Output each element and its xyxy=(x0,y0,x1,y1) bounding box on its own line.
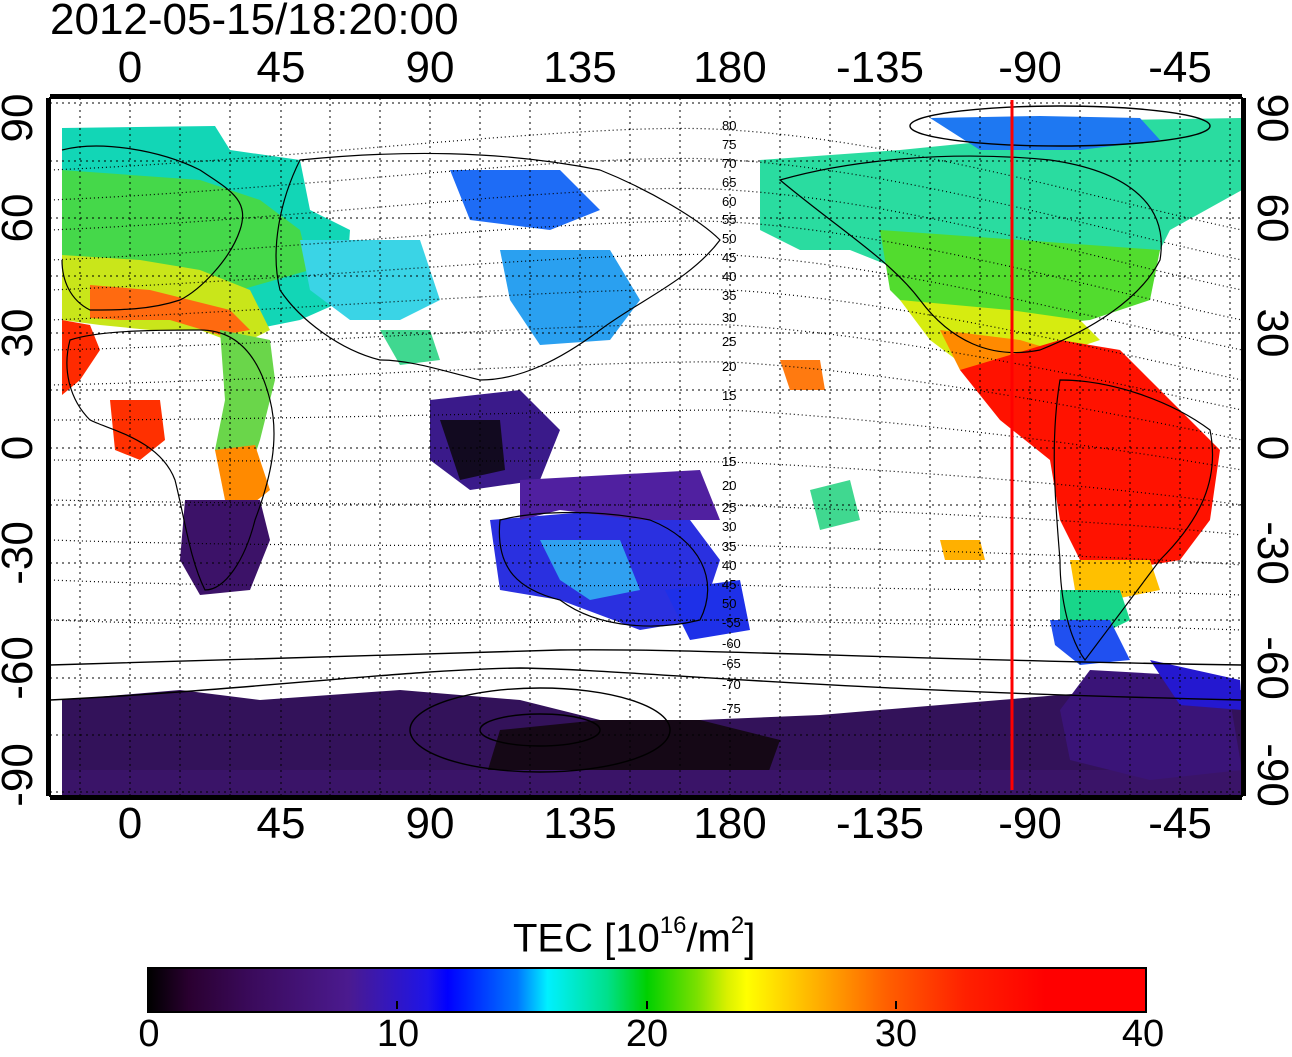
colorbar-tick xyxy=(895,1001,897,1009)
bottom-lon-label: 90 xyxy=(405,799,455,848)
contour-label: 15 xyxy=(722,454,736,469)
right-lat-label: -30 xyxy=(1248,521,1292,585)
top-lon-label: 0 xyxy=(117,43,143,92)
contour-label: 40 xyxy=(722,558,736,573)
timestamp-title: 2012-05-15/18:20:00 xyxy=(50,0,459,44)
coastlines xyxy=(61,145,1214,662)
colorbar-tick xyxy=(396,1001,398,1009)
colorbar-tick xyxy=(646,1001,648,1009)
contour-label: 35 xyxy=(722,539,736,554)
bottom-lon-label: 135 xyxy=(543,799,617,848)
magnetic-contours xyxy=(50,127,1242,631)
right-lat-label: 90 xyxy=(1248,93,1292,143)
colorbar-label: 30 xyxy=(874,1013,918,1055)
contour-label: 75 xyxy=(722,137,736,152)
contour-label: 50 xyxy=(722,231,736,246)
left-lat-label: 90 xyxy=(0,93,42,143)
contour-label: 55 xyxy=(722,212,736,227)
solid-contours xyxy=(50,105,1242,773)
contour-label: -55 xyxy=(722,615,741,630)
colorbar-label: 20 xyxy=(625,1013,669,1055)
top-lon-label: 180 xyxy=(693,43,767,92)
left-lat-label: -90 xyxy=(0,743,42,807)
top-lon-label: -90 xyxy=(998,43,1062,92)
top-lon-label: 90 xyxy=(405,43,455,92)
contour-label: 30 xyxy=(722,310,736,325)
contour-label: 20 xyxy=(722,359,736,374)
colorbar-title-exponent: 16 xyxy=(659,912,687,939)
right-lat-label: -60 xyxy=(1248,636,1292,700)
colorbar-label: 10 xyxy=(376,1013,420,1055)
colorbar-title: TEC [1016/m2] xyxy=(513,906,755,962)
top-lon-label: 135 xyxy=(543,43,617,92)
right-lat-label: 30 xyxy=(1248,308,1292,358)
contour-label: 60 xyxy=(722,194,736,209)
left-lat-label: -60 xyxy=(0,636,42,700)
colorbar-title-exponent2: 2 xyxy=(730,912,745,939)
right-lat-label: -90 xyxy=(1248,743,1292,807)
contour-label: 45 xyxy=(722,577,736,592)
right-lat-label: 60 xyxy=(1248,193,1292,243)
graticule xyxy=(50,98,1242,796)
contour-label: 50 xyxy=(722,596,736,611)
bottom-lon-label: -45 xyxy=(1148,799,1212,848)
contour-label: 25 xyxy=(722,500,736,515)
top-longitude-axis: 0 45 90 135 180 -135 -90 -45 xyxy=(0,44,1292,94)
contour-label: -75 xyxy=(722,701,741,716)
bottom-lon-label: 45 xyxy=(256,799,306,848)
left-lat-label: 30 xyxy=(0,308,42,358)
bottom-lon-label: -90 xyxy=(998,799,1062,848)
contour-label: 70 xyxy=(722,156,736,171)
contour-label: 80 xyxy=(722,118,736,133)
bottom-longitude-axis: 0 45 90 135 180 -135 -90 -45 xyxy=(0,800,1292,850)
contour-label: -60 xyxy=(722,636,741,651)
left-lat-label: 0 xyxy=(0,436,42,460)
colorbar-label: 40 xyxy=(1121,1013,1165,1055)
colorbar-title-unit: /m xyxy=(686,916,731,961)
contour-label: 65 xyxy=(722,175,736,190)
bottom-lon-label: 0 xyxy=(117,799,143,848)
left-lat-label: 60 xyxy=(0,193,42,243)
contour-label: -70 xyxy=(722,677,741,692)
right-lat-label: 0 xyxy=(1248,436,1292,460)
colorbar-title-close: ] xyxy=(744,916,756,961)
contour-label: 30 xyxy=(722,519,736,534)
left-lat-label: -30 xyxy=(0,521,42,585)
contour-label: 25 xyxy=(722,334,736,349)
top-lon-label: 45 xyxy=(256,43,306,92)
top-lon-label: -135 xyxy=(835,43,925,92)
bottom-lon-label: -135 xyxy=(835,799,925,848)
colorbar-title-text: TEC [10 xyxy=(513,916,660,961)
contour-label: 15 xyxy=(722,388,736,403)
bottom-lon-label: 180 xyxy=(693,799,767,848)
contour-label: 40 xyxy=(722,269,736,284)
contour-label: 20 xyxy=(722,478,736,493)
contour-label: 45 xyxy=(722,250,736,265)
contour-label-group: 80 75 70 65 60 55 50 45 40 35 30 25 20 1… xyxy=(722,118,741,716)
axis-bars xyxy=(46,94,1246,800)
colorbar-label: 0 xyxy=(138,1013,160,1055)
top-lon-label: -45 xyxy=(1148,43,1212,92)
contour-label: 35 xyxy=(722,288,736,303)
contour-label: -65 xyxy=(722,656,741,671)
